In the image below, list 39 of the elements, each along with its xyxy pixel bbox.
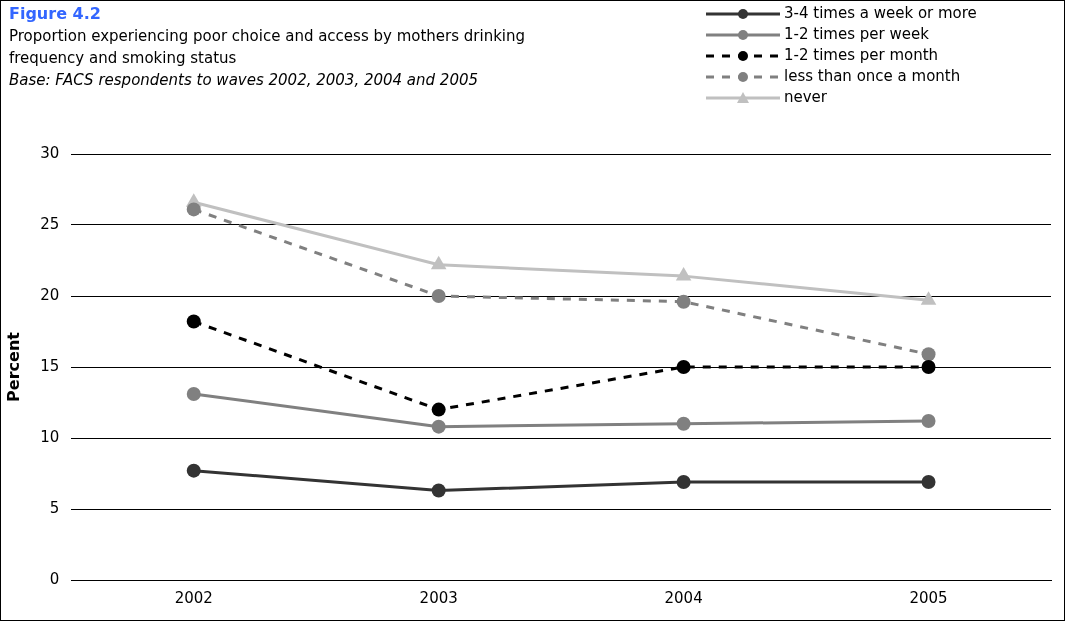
point bbox=[431, 419, 446, 434]
point bbox=[186, 386, 201, 401]
point bbox=[430, 255, 447, 270]
point bbox=[921, 347, 936, 362]
point bbox=[920, 291, 937, 305]
point bbox=[675, 267, 692, 281]
legend-label: never bbox=[784, 87, 828, 108]
point bbox=[921, 413, 936, 428]
legend-label: 1-2 times per month bbox=[784, 45, 939, 66]
chart-title: Figure 4.2 bbox=[9, 3, 102, 25]
y-tick-label: 25 bbox=[40, 214, 60, 233]
legend-label: 1-2 times per week bbox=[784, 24, 929, 45]
y-tick-label: 15 bbox=[40, 356, 60, 375]
point bbox=[921, 475, 936, 490]
y-axis-title: Percent bbox=[3, 331, 23, 402]
point bbox=[676, 360, 691, 374]
x-tick-label: 2003 bbox=[419, 588, 458, 607]
point bbox=[186, 202, 201, 217]
point bbox=[186, 314, 201, 329]
y-tick-label: 10 bbox=[40, 427, 60, 446]
legend-label: less than once a month bbox=[784, 66, 961, 87]
point bbox=[676, 475, 691, 490]
x-tick-label: 2005 bbox=[909, 588, 948, 607]
y-tick-label: 30 bbox=[40, 143, 60, 162]
point bbox=[431, 483, 446, 498]
chart-subtitle: Proportion experiencing poor choice and access by mothers drinking frequency and smoking status bbox=[9, 26, 527, 69]
point bbox=[186, 463, 201, 478]
legend-label: 3-4 times a week or more bbox=[784, 3, 977, 24]
point bbox=[921, 360, 936, 374]
x-tick-label: 2004 bbox=[664, 588, 703, 607]
text: Base: FACS respondents to waves 2002, 2003, 2004 and 2005 bbox=[9, 70, 480, 91]
point bbox=[431, 289, 446, 303]
point bbox=[676, 294, 691, 309]
point bbox=[431, 402, 446, 417]
y-tick-label: 0 bbox=[49, 569, 60, 588]
y-tick-label: 5 bbox=[49, 498, 60, 517]
point bbox=[676, 416, 691, 431]
x-tick-label: 2002 bbox=[174, 588, 213, 607]
y-tick-label: 20 bbox=[40, 285, 60, 304]
